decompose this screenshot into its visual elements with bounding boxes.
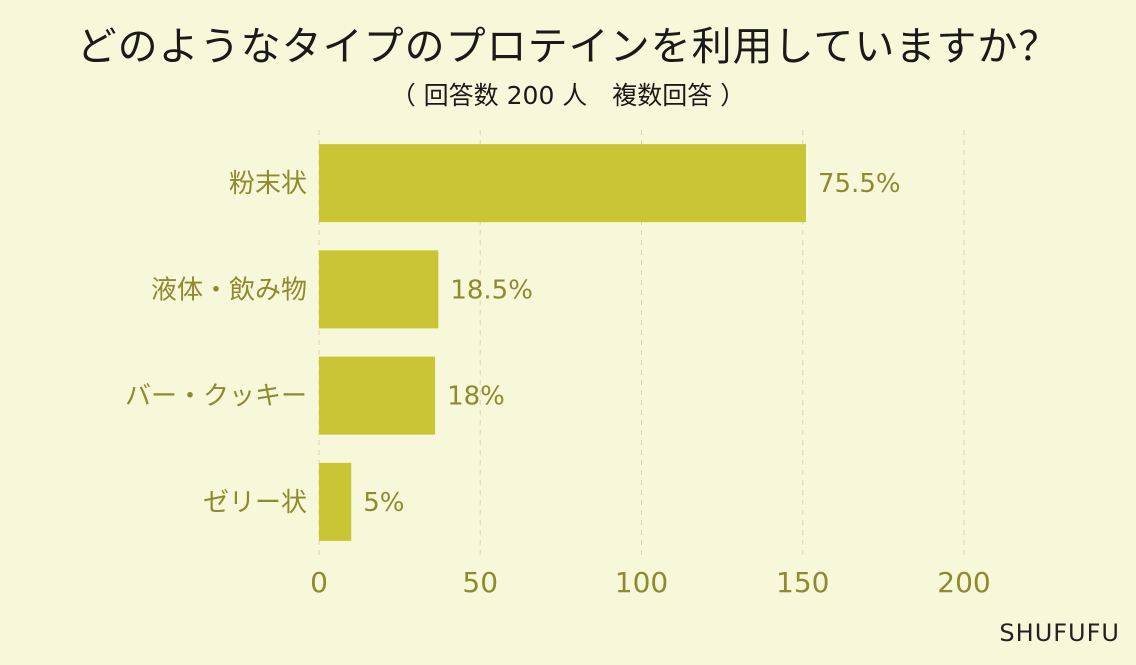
x-tick-label: 50 [462,566,498,599]
bar [319,250,439,329]
chart-title: どのようなタイプのプロテインを利用していますか？ [76,24,1060,70]
x-tick-label: 200 [937,566,990,599]
brand-logo: SHUFUFU [999,619,1120,647]
category-label: バー・クッキー [125,382,307,412]
bar [319,462,352,541]
data-label: 75.5% [818,169,901,199]
bar [319,356,436,435]
data-label: 18% [447,382,505,412]
data-label: 5% [363,488,404,518]
bar [319,144,806,223]
category-label: ゼリー状 [203,488,307,518]
x-tick-label: 100 [615,566,668,599]
x-tick-label: 150 [776,566,829,599]
category-label: 液体・飲み物 [151,275,307,305]
category-label: 粉末状 [229,169,307,199]
x-tick-label: 0 [310,566,328,599]
chart-subtitle: （ 回答数 200 人 複数回答 ） [390,81,746,110]
data-label: 18.5% [450,275,533,305]
